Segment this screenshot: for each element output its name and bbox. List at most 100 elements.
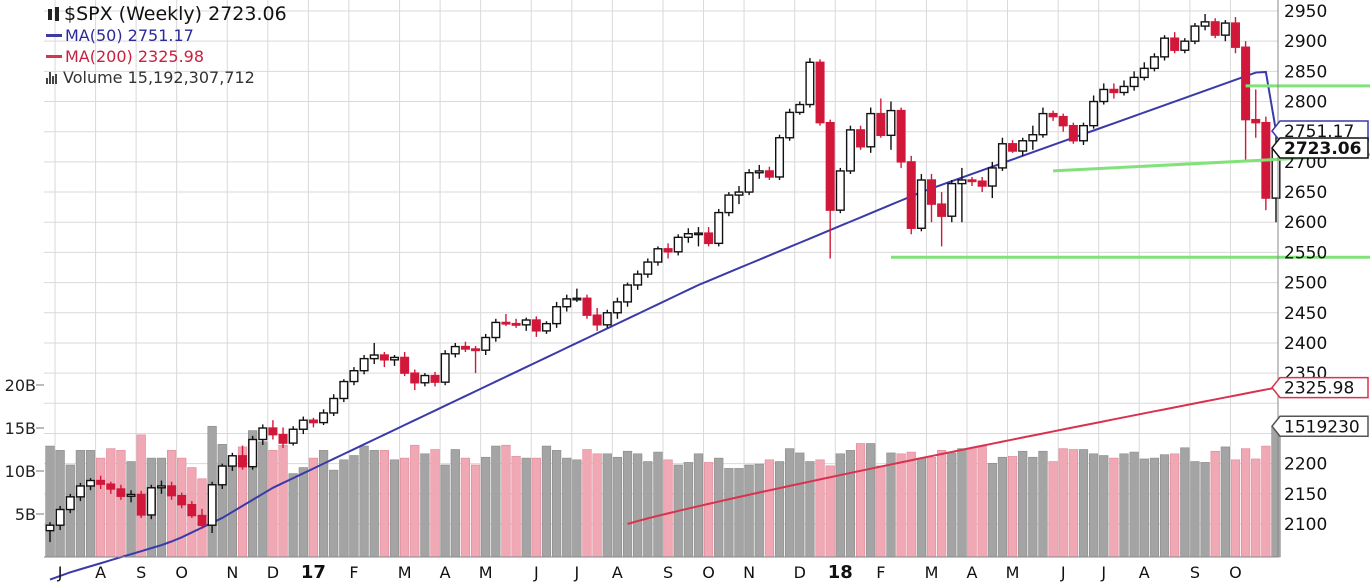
- candle: [1109, 83, 1119, 99]
- candle-body: [653, 248, 663, 263]
- month-label: O: [1229, 563, 1242, 582]
- candle-body: [693, 232, 703, 236]
- volume-bar: [85, 450, 96, 558]
- candle: [1241, 41, 1251, 162]
- candle: [187, 501, 197, 518]
- candle-body: [1241, 46, 1251, 121]
- candle: [835, 167, 845, 214]
- candle-body: [957, 179, 967, 185]
- candle: [754, 164, 764, 179]
- month-label: N: [226, 563, 238, 582]
- candle-body: [96, 479, 106, 485]
- candle: [1170, 32, 1180, 54]
- candle-body: [582, 297, 592, 316]
- volume-bar: [1271, 425, 1281, 558]
- candle-body: [775, 137, 785, 178]
- candle: [217, 463, 227, 489]
- volume-bar: [592, 453, 602, 558]
- volume-bar: [1190, 461, 1200, 558]
- candle-body: [876, 112, 886, 137]
- candle: [612, 297, 622, 319]
- candle-body: [339, 380, 349, 400]
- candle: [319, 409, 329, 426]
- candle-body: [167, 485, 177, 497]
- month-label: S: [1190, 563, 1200, 582]
- candle-body: [268, 427, 278, 436]
- volume-bar: [521, 457, 531, 558]
- volume-bar: [987, 462, 997, 558]
- volume-bar: [501, 444, 511, 558]
- candle: [298, 416, 308, 435]
- candle: [481, 333, 491, 356]
- volume-bar: [1230, 459, 1241, 558]
- month-label: O: [702, 563, 715, 582]
- ma50-price-tag: 2751.17: [1271, 120, 1369, 142]
- candle: [237, 445, 248, 470]
- candle-body: [906, 161, 916, 229]
- volume-tick-label: 20B: [5, 376, 36, 395]
- candle-body: [288, 428, 298, 444]
- candle-body: [724, 194, 734, 214]
- price-tick-label: 2200: [1284, 455, 1327, 475]
- month-label: 17: [301, 562, 326, 583]
- candle-body: [460, 345, 470, 350]
- candle: [75, 482, 85, 502]
- candle: [288, 426, 298, 446]
- candle-body: [308, 419, 318, 424]
- volume-bar: [400, 457, 410, 558]
- last-price-tag: 2723.06: [1271, 137, 1369, 159]
- candle-body: [319, 412, 329, 424]
- candle: [916, 173, 926, 232]
- volume-bar: [734, 468, 744, 558]
- volume-bar: [886, 452, 896, 558]
- volume-bar: [1078, 449, 1089, 558]
- candle-body: [856, 129, 866, 148]
- volume-bar: [339, 459, 349, 558]
- volume-bar: [410, 444, 420, 558]
- candle: [511, 318, 521, 328]
- candle: [582, 294, 592, 319]
- candle: [106, 481, 116, 494]
- candle-body: [1099, 88, 1109, 103]
- candle: [1210, 18, 1220, 39]
- candle-body: [420, 374, 430, 384]
- candle: [926, 173, 937, 223]
- candle-body: [471, 348, 481, 352]
- candle-body: [349, 370, 359, 383]
- legend-ma50-row: MA(50) 2751.17: [46, 25, 287, 46]
- candle: [430, 371, 440, 387]
- volume-bar: [369, 450, 379, 558]
- candle: [805, 58, 815, 108]
- candle: [663, 243, 673, 259]
- month-label: M: [479, 563, 493, 582]
- month-label: M: [398, 563, 412, 582]
- candle: [207, 481, 217, 534]
- candle-body: [511, 322, 521, 326]
- volume-tick-label: 15B: [5, 419, 36, 438]
- price-tick-label: 2600: [1284, 213, 1327, 233]
- candle: [623, 282, 633, 307]
- candle: [744, 169, 754, 196]
- candle-body: [683, 233, 693, 239]
- month-label: D: [794, 563, 806, 582]
- candle: [1230, 17, 1240, 54]
- candle-body: [146, 487, 156, 516]
- candle: [572, 288, 582, 302]
- candle-body: [450, 345, 460, 355]
- candle-body: [602, 312, 612, 326]
- candle: [815, 59, 825, 126]
- candle-body: [1180, 40, 1190, 51]
- month-label: F: [349, 563, 358, 582]
- candle: [673, 234, 683, 256]
- month-label: J: [57, 563, 63, 582]
- volume-bar: [754, 463, 764, 558]
- volume-bar: [967, 447, 977, 558]
- price-tick-label: 2850: [1284, 62, 1327, 82]
- volume-bar: [633, 453, 643, 558]
- candle-body: [1018, 140, 1028, 152]
- candle: [45, 522, 55, 543]
- month-label: D: [267, 563, 279, 582]
- volume-bar: [389, 459, 400, 558]
- candle: [886, 101, 896, 150]
